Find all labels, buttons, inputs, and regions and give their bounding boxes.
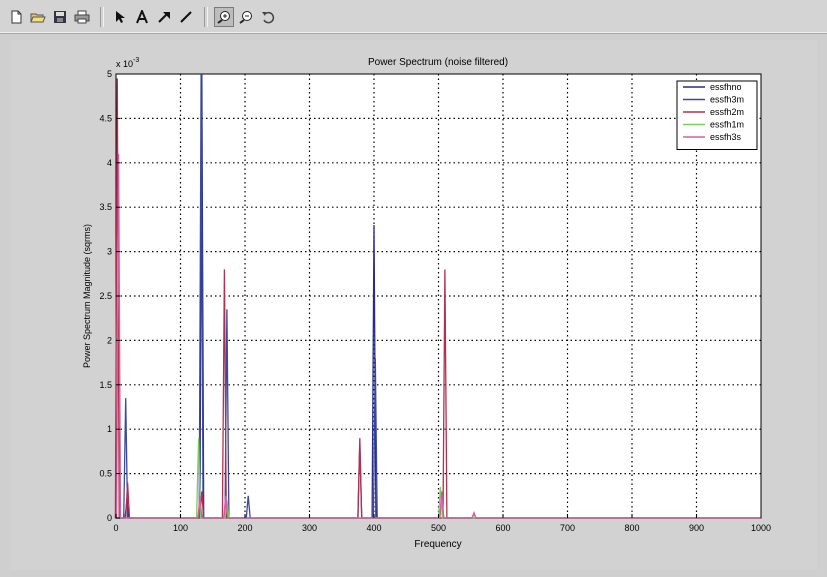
figure-canvas: 0 100 200 300 400 500 600 700 800 900 1000 0 0.5 1 1.5… — [10, 40, 817, 570]
y-tick-label: 5 — [107, 69, 112, 79]
series-line-essfh3s[interactable] — [115, 153, 761, 519]
y-tick-label: 3.5 — [99, 202, 112, 212]
y-tick-label: 0 — [107, 513, 112, 523]
x-tick-label: 800 — [624, 523, 639, 533]
y-tick-label: 2.5 — [99, 291, 112, 301]
x-axis-label: Frequency — [414, 539, 461, 550]
figure-toolbar — [0, 0, 827, 34]
y-exponent-label: x 10-3 — [116, 57, 139, 69]
y-tick-label: 3 — [107, 247, 112, 257]
x-tick-label: 0 — [113, 523, 118, 533]
save-button[interactable] — [50, 7, 70, 27]
insert-arrow-button[interactable] — [154, 7, 174, 27]
axis-ticks: 0 100 200 300 400 500 600 700 800 900 1000 0 0.5 1 1.5… — [99, 69, 771, 533]
zoom-out-button[interactable] — [236, 7, 256, 27]
rotate-icon — [262, 11, 275, 23]
save-disk-icon — [54, 10, 66, 23]
y-tick-label: 4.5 — [99, 113, 112, 123]
series-layer — [114, 73, 761, 519]
x-tick-label: 300 — [302, 523, 317, 533]
insert-text-button[interactable] — [132, 7, 152, 27]
y-tick-label: 2 — [107, 335, 112, 345]
x-tick-label: 100 — [173, 523, 188, 533]
edit-plot-button[interactable] — [110, 7, 130, 27]
legend[interactable]: essfhno essfh3m essfh2m essfh1m essfh3s — [676, 80, 758, 150]
text-A-icon — [136, 9, 148, 23]
y-tick-label: 1 — [107, 424, 112, 434]
x-tick-label: 200 — [237, 523, 252, 533]
new-figure-button[interactable] — [6, 7, 26, 27]
chart-title: Power Spectrum (noise filtered) — [368, 57, 508, 68]
arrow-icon — [158, 11, 170, 23]
open-file-button[interactable] — [28, 7, 48, 27]
line-icon — [180, 10, 192, 23]
power-spectrum-chart: 0 100 200 300 400 500 600 700 800 900 1000 0 0.5 1 1.5… — [82, 57, 771, 550]
open-folder-icon — [30, 13, 46, 22]
insert-line-button[interactable] — [176, 7, 196, 27]
arrow-pointer-icon — [116, 10, 125, 23]
toolbar-separator — [100, 6, 104, 27]
zoom-in-icon — [217, 10, 230, 24]
y-tick-label: 1.5 — [99, 380, 112, 390]
y-tick-label: 4 — [107, 158, 112, 168]
x-tick-label: 400 — [366, 523, 381, 533]
legend-label: essfh1m — [710, 120, 744, 130]
y-axis-label: Power Spectrum Magnitude (sqrms) — [82, 224, 92, 368]
legend-box — [676, 80, 758, 150]
toolbar-separator — [204, 6, 208, 27]
zoom-in-button[interactable] — [214, 6, 234, 27]
legend-label: essfh3s — [710, 132, 742, 142]
x-tick-label: 600 — [495, 523, 510, 533]
x-tick-label: 500 — [431, 523, 446, 533]
x-tick-label: 900 — [689, 523, 704, 533]
y-tick-label: 0.5 — [99, 469, 112, 479]
x-tick-label: 700 — [560, 523, 575, 533]
print-button[interactable] — [72, 7, 92, 27]
zoom-out-icon — [239, 10, 252, 24]
rotate-button[interactable] — [258, 7, 278, 27]
legend-label: essfh3m — [710, 95, 744, 105]
legend-label: essfhno — [710, 82, 742, 92]
x-tick-label: 1000 — [751, 523, 771, 533]
new-file-icon — [11, 10, 22, 23]
legend-label: essfh2m — [710, 107, 744, 117]
printer-icon — [74, 10, 90, 23]
